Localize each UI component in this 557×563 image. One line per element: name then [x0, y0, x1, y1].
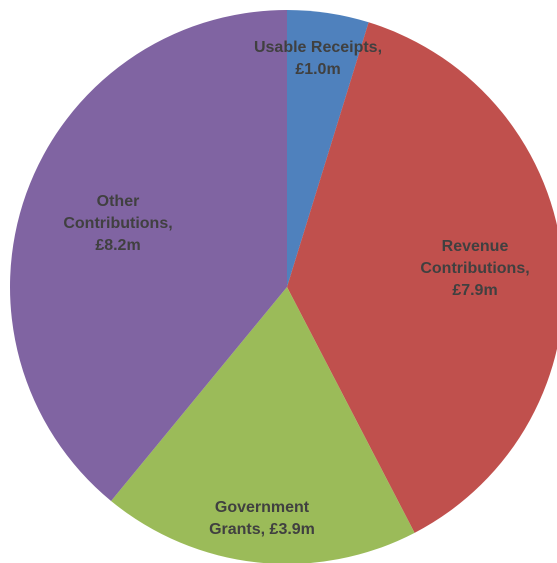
- pie-slice-government-grants: [111, 287, 415, 563]
- data-label-line: Other: [97, 193, 140, 210]
- pie-data-labels: Usable Receipts, £1.0m Revenue Contribution…: [63, 39, 529, 538]
- pie-slice-usable-receipts: [287, 10, 369, 287]
- data-label-line: £1.0m: [295, 61, 340, 78]
- data-label-line: Government: [215, 499, 310, 516]
- data-label-line: Revenue: [442, 238, 509, 255]
- data-label-line: Contributions,: [63, 215, 172, 232]
- data-label-line: Contributions,: [420, 260, 529, 277]
- data-label-line: Grants, £3.9m: [209, 521, 315, 538]
- pie-slice-other-contributions: [10, 10, 287, 501]
- data-label-other-contributions: Other Contributions, £8.2m: [63, 193, 172, 254]
- data-label-government-grants: Government Grants, £3.9m: [209, 499, 315, 538]
- data-label-usable-receipts: Usable Receipts, £1.0m: [254, 39, 382, 78]
- data-label-line: Usable Receipts,: [254, 39, 382, 56]
- data-label-revenue-contributions: Revenue Contributions, £7.9m: [420, 238, 529, 299]
- pie-slices: [10, 10, 557, 563]
- data-label-line: £8.2m: [95, 237, 140, 254]
- data-label-line: £7.9m: [452, 282, 497, 299]
- pie-slice-revenue-contributions: [287, 22, 557, 533]
